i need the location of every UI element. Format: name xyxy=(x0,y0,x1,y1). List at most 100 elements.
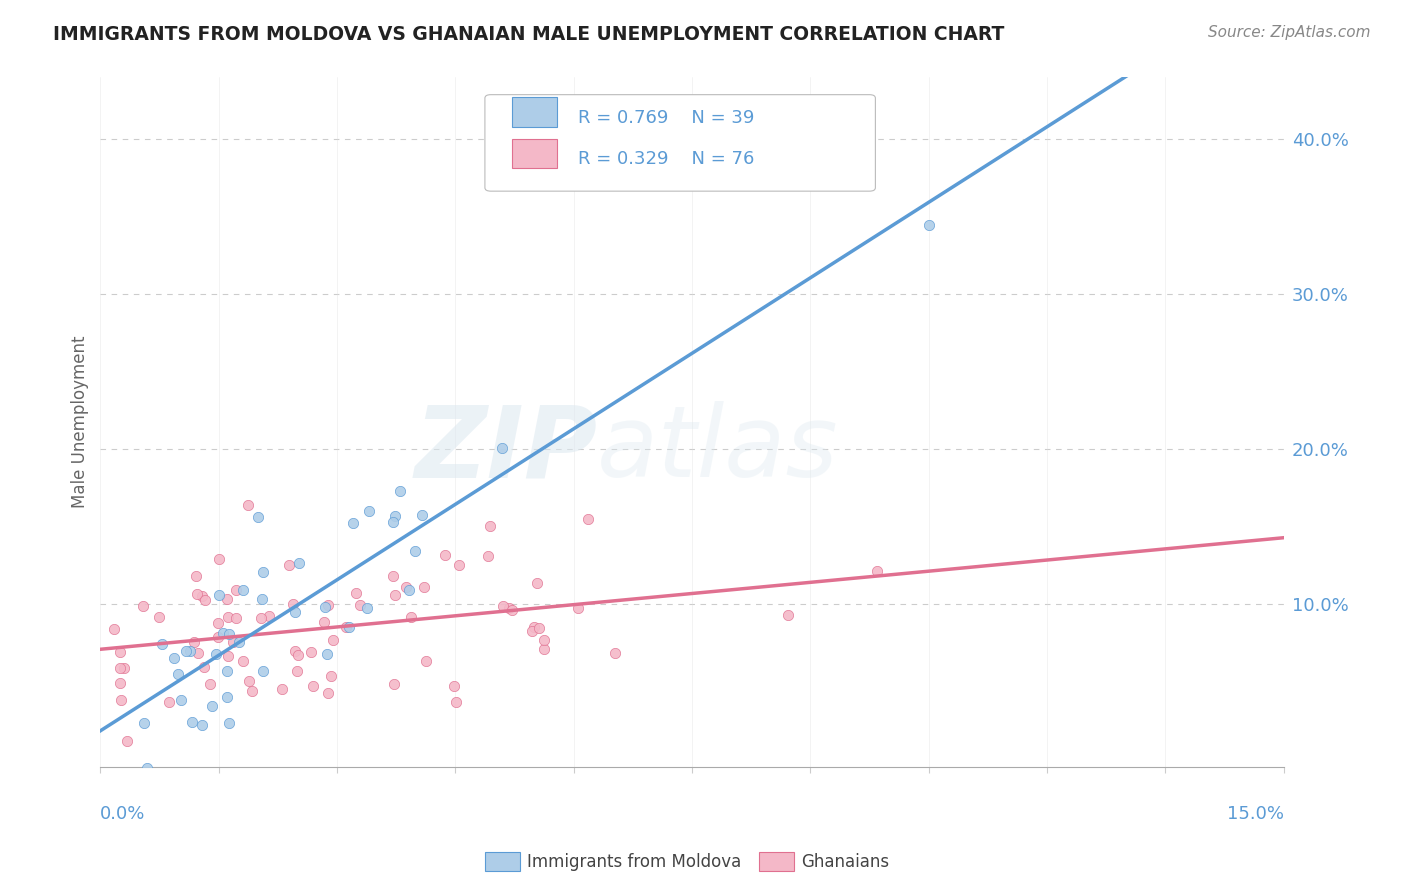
Point xyxy=(247,509,270,524)
Point xyxy=(415,654,437,668)
Point xyxy=(384,508,406,523)
Point xyxy=(322,632,344,647)
Point xyxy=(198,676,221,690)
Point xyxy=(533,633,555,648)
Point xyxy=(232,655,254,669)
Bar xyxy=(512,97,557,127)
Point xyxy=(150,638,173,652)
Point xyxy=(533,641,555,656)
Point xyxy=(236,499,259,513)
Point xyxy=(108,645,131,659)
Point xyxy=(316,598,339,612)
Point xyxy=(404,544,426,558)
Point xyxy=(520,624,543,638)
Point xyxy=(337,620,360,634)
Text: R = 0.769    N = 39: R = 0.769 N = 39 xyxy=(578,109,755,128)
Point xyxy=(218,715,240,730)
Text: R = 0.329    N = 76: R = 0.329 N = 76 xyxy=(578,151,755,169)
Point xyxy=(527,621,550,635)
Point xyxy=(207,630,229,644)
Point xyxy=(335,619,357,633)
Text: 0.0%: 0.0% xyxy=(100,805,146,823)
Point xyxy=(277,558,299,573)
Point xyxy=(314,600,336,615)
Point xyxy=(136,761,159,775)
Point xyxy=(194,593,217,607)
Point xyxy=(349,598,371,612)
Point xyxy=(399,610,422,624)
Point xyxy=(382,677,405,691)
Point xyxy=(443,680,465,694)
Point xyxy=(174,643,197,657)
Point xyxy=(384,588,406,602)
Point xyxy=(287,648,309,662)
Point xyxy=(228,635,250,649)
Point xyxy=(225,610,247,624)
Point xyxy=(250,611,273,625)
Point xyxy=(356,601,378,615)
Point xyxy=(110,693,132,707)
Point xyxy=(191,589,214,603)
Point xyxy=(208,552,231,566)
Point xyxy=(299,644,322,658)
Point xyxy=(204,648,226,662)
Point xyxy=(501,603,523,617)
Point xyxy=(411,508,433,522)
Point xyxy=(166,667,188,681)
Point xyxy=(433,548,456,562)
Point xyxy=(232,582,254,597)
Point xyxy=(170,693,193,707)
Point xyxy=(183,635,205,649)
Bar xyxy=(512,139,557,169)
Point xyxy=(179,644,201,658)
Point xyxy=(132,599,155,613)
Point xyxy=(301,679,323,693)
Point xyxy=(314,615,336,629)
FancyBboxPatch shape xyxy=(485,95,876,191)
Point xyxy=(398,582,420,597)
Point xyxy=(479,519,502,533)
Point xyxy=(523,620,546,634)
Text: 15.0%: 15.0% xyxy=(1226,805,1284,823)
Point xyxy=(181,714,204,729)
Text: Immigrants from Moldova: Immigrants from Moldova xyxy=(527,853,741,871)
Point xyxy=(207,615,229,630)
Point xyxy=(492,599,515,614)
Point xyxy=(491,441,513,455)
Point xyxy=(215,665,238,679)
Point xyxy=(447,558,470,572)
Point xyxy=(108,676,131,690)
Point xyxy=(187,646,209,660)
Point xyxy=(225,583,247,598)
Text: Ghanaians: Ghanaians xyxy=(801,853,890,871)
Point xyxy=(190,717,212,731)
Point xyxy=(257,609,280,624)
Point xyxy=(103,622,125,636)
Point xyxy=(134,716,156,731)
Point xyxy=(186,569,208,583)
Point xyxy=(115,734,138,748)
Point xyxy=(389,484,412,499)
Point xyxy=(211,626,233,640)
Point xyxy=(381,516,404,530)
Point xyxy=(284,644,307,658)
Point xyxy=(215,690,238,704)
Text: atlas: atlas xyxy=(598,401,839,498)
Point xyxy=(208,589,231,603)
Point xyxy=(252,665,274,679)
Point xyxy=(316,686,339,700)
Point xyxy=(240,683,263,698)
Point xyxy=(382,569,405,583)
Text: Source: ZipAtlas.com: Source: ZipAtlas.com xyxy=(1208,25,1371,40)
Point xyxy=(238,674,260,689)
Point xyxy=(917,218,939,232)
Point xyxy=(285,664,308,678)
Text: IMMIGRANTS FROM MOLDOVA VS GHANAIAN MALE UNEMPLOYMENT CORRELATION CHART: IMMIGRANTS FROM MOLDOVA VS GHANAIAN MALE… xyxy=(53,25,1005,44)
Point xyxy=(342,516,364,530)
Point xyxy=(576,512,599,526)
Point xyxy=(477,549,499,563)
Point xyxy=(186,587,208,601)
Point xyxy=(215,591,238,606)
Point xyxy=(252,565,274,579)
Point xyxy=(395,580,418,594)
